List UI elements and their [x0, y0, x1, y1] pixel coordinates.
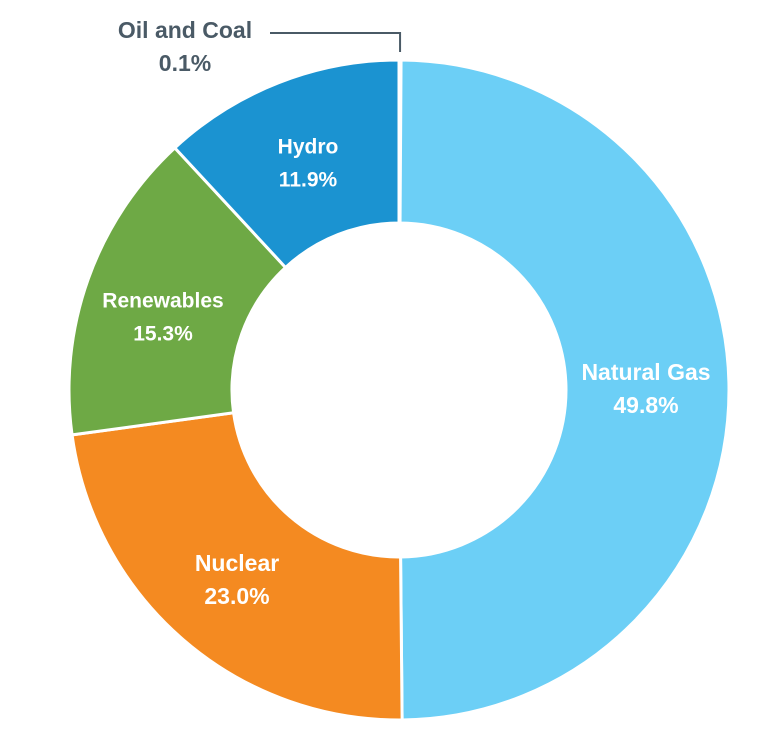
donut-slices [67, 58, 731, 722]
slice-hydro [172, 58, 401, 270]
slice-value-natural-gas: 49.8% [613, 392, 678, 418]
slice-renewables [67, 145, 288, 437]
slice-nuclear [70, 411, 404, 722]
slice-label-nuclear: Nuclear [195, 550, 279, 576]
callout-group [270, 32, 402, 53]
callout-leader-line [270, 32, 402, 53]
slice-value-renewables: 15.3% [133, 323, 193, 346]
slice-labels: Oil and Coal 0.1% Natural Gas 49.8% Nuclear 2… [102, 17, 710, 609]
slice-label-renewables: Renewables [102, 290, 223, 313]
slice-value-hydro: 11.9% [279, 169, 338, 192]
slice-natural-gas [398, 58, 731, 722]
slice-value-nuclear: 23.0% [204, 583, 269, 609]
slice-value-oil-and-coal: 0.1% [159, 50, 211, 76]
slice-label-oil-and-coal: Oil and Coal [118, 17, 252, 43]
slice-label-hydro: Hydro [278, 136, 339, 159]
slice-label-natural-gas: Natural Gas [581, 359, 710, 385]
